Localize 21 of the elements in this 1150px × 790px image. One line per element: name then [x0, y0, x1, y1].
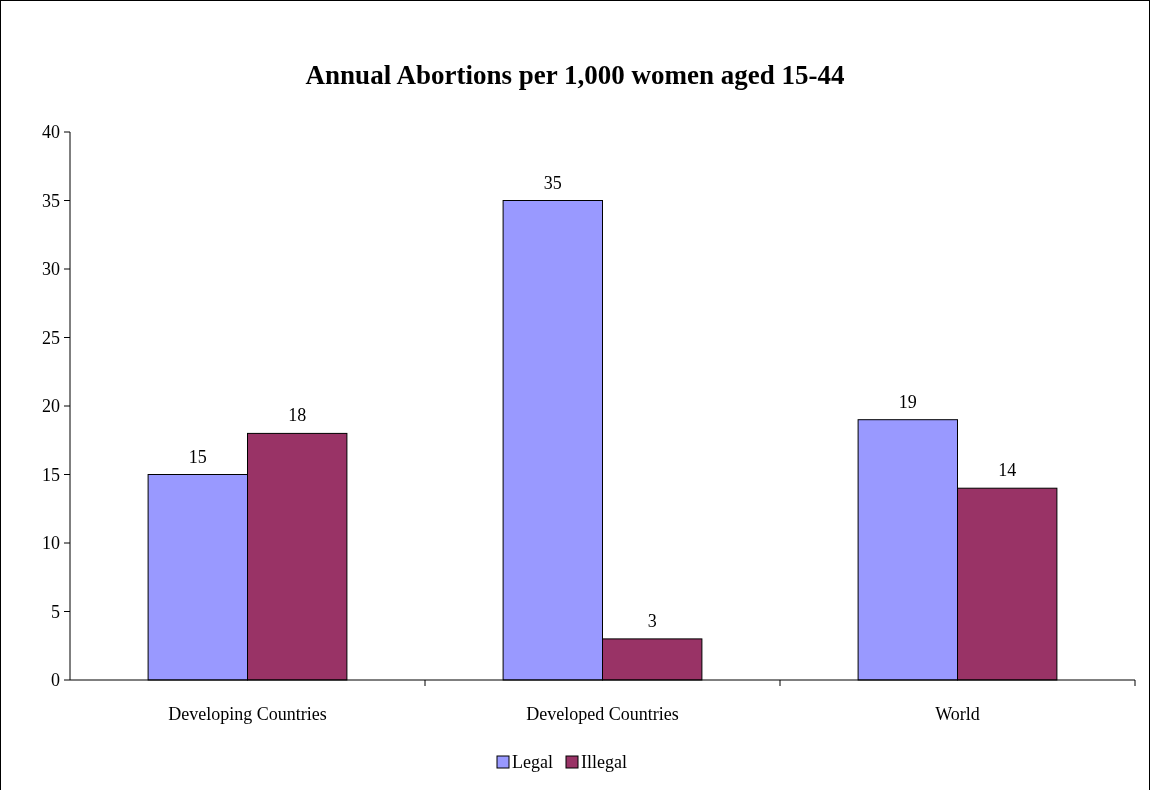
- y-tick-label: 20: [42, 396, 60, 417]
- y-tick-label: 25: [42, 327, 60, 348]
- data-label: 15: [188, 446, 207, 467]
- y-tick-label: 15: [42, 464, 60, 485]
- x-tick-label: Developed Countries: [526, 704, 679, 724]
- chart-title: Annual Abortions per 1,000 women aged 15-44: [305, 60, 845, 90]
- y-tick-label: 30: [42, 259, 60, 280]
- y-tick-label: 40: [42, 122, 60, 143]
- data-label: 3: [647, 610, 657, 631]
- x-tick-label: Developing Countries: [168, 704, 327, 724]
- y-tick-label: 5: [51, 601, 60, 622]
- data-label: 14: [998, 460, 1017, 481]
- data-label: 19: [898, 391, 917, 412]
- y-tick-label: 35: [42, 190, 60, 211]
- legend-label: Legal: [512, 752, 553, 772]
- x-tick-label: World: [935, 704, 980, 724]
- y-tick-label: 0: [51, 670, 60, 691]
- data-label: 18: [288, 405, 307, 426]
- y-tick-label: 10: [42, 533, 60, 554]
- legend-label: Illegal: [581, 752, 627, 772]
- data-label: 35: [543, 172, 562, 193]
